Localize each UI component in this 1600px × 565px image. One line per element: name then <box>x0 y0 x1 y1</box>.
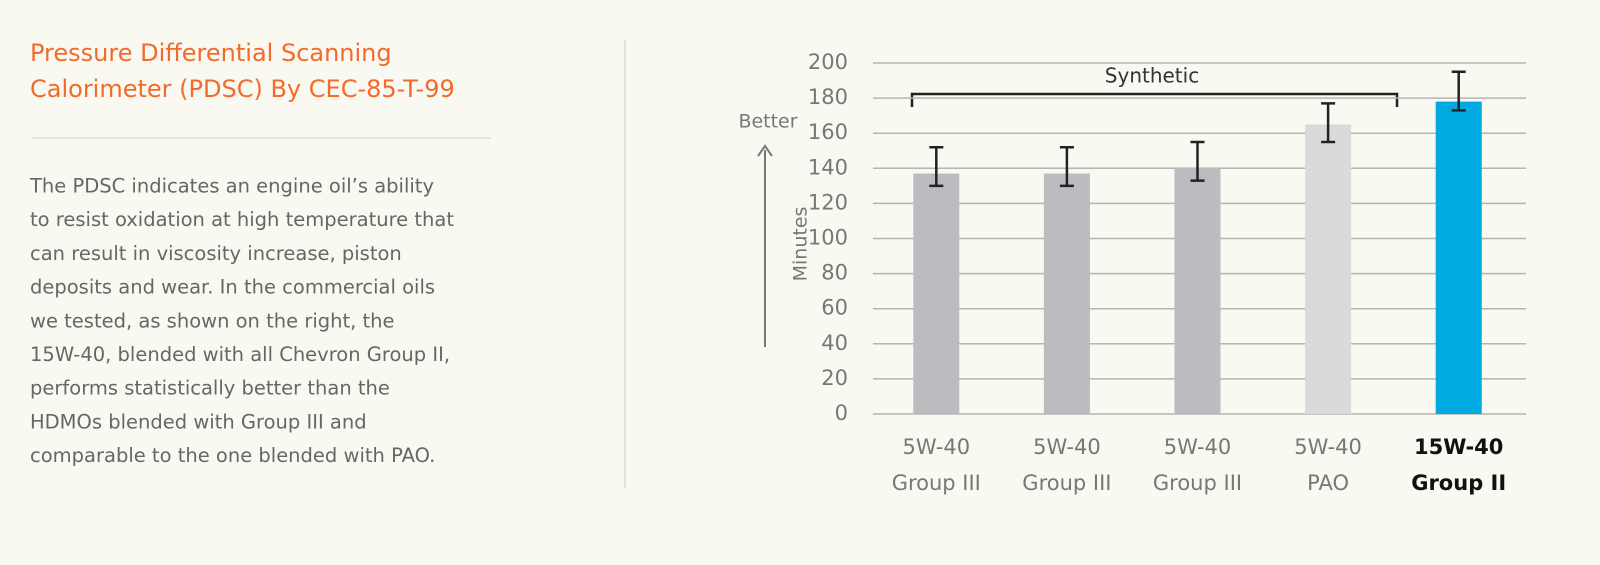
y-tick-label: 140 <box>808 155 848 179</box>
bar <box>1305 124 1352 415</box>
error-bar <box>1321 102 1336 144</box>
bar <box>913 173 960 414</box>
body-line: comparable to the one blended with PAO. <box>30 444 435 467</box>
bracket-label: Synthetic <box>1105 64 1199 88</box>
x-tick-label: Group III <box>1153 471 1242 495</box>
error-bar <box>1190 140 1205 182</box>
y-tick-label: 0 <box>835 401 848 425</box>
y-tick-label: 160 <box>808 120 848 144</box>
bracket <box>910 92 1399 107</box>
y-tick-label: 80 <box>821 261 848 285</box>
title-line: Pressure Differential Scanning <box>30 39 392 67</box>
bar <box>1043 173 1090 414</box>
body-line: HDMOs blended with Group III and <box>30 410 367 433</box>
body-line: performs statistically better than the <box>30 377 390 400</box>
body-text: The PDSC indicates an engine oil’s abili… <box>29 175 454 468</box>
y-tick-label: 20 <box>821 366 848 390</box>
y-tick-label: 40 <box>821 331 848 355</box>
better-arrow-head <box>757 144 773 157</box>
y-tick-label: 100 <box>808 226 848 250</box>
x-tick-label: 5W-40 <box>1033 435 1101 459</box>
better-label: Better <box>738 111 797 133</box>
x-tick-label: 5W-40 <box>903 435 971 459</box>
x-tick-label: 5W-40 <box>1164 435 1232 459</box>
x-tick-label: Group III <box>892 471 981 495</box>
body-line: can result in viscosity increase, piston <box>30 242 402 265</box>
bar <box>1435 101 1482 415</box>
y-tick-label: 200 <box>808 50 848 74</box>
error-bar <box>929 145 944 188</box>
body-line: The PDSC indicates an engine oil’s abili… <box>29 175 434 198</box>
error-bar <box>1451 70 1466 112</box>
x-tick-label: PAO <box>1307 471 1349 495</box>
title-line: Calorimeter (PDSC) By CEC-85-T-99 <box>30 75 455 103</box>
x-tick-label: Group II <box>1411 471 1506 495</box>
body-line: deposits and wear. In the commercial oil… <box>30 276 435 299</box>
x-tick-label: Group III <box>1022 471 1111 495</box>
body-line: 15W-40, blended with all Chevron Group I… <box>30 343 450 366</box>
y-tick-label: 60 <box>821 296 848 320</box>
error-bar <box>1059 145 1074 188</box>
y-tick-label: 180 <box>808 85 848 109</box>
bar <box>1174 168 1221 414</box>
x-tick-label: 5W-40 <box>1294 435 1362 459</box>
body-line: to resist oxidation at high temperature … <box>30 208 454 231</box>
y-tick-label: 120 <box>808 190 848 214</box>
y-axis-label: Minutes <box>790 207 812 282</box>
body-line: we tested, as shown on the right, the <box>30 309 395 332</box>
x-tick-label: 15W-40 <box>1414 435 1503 459</box>
